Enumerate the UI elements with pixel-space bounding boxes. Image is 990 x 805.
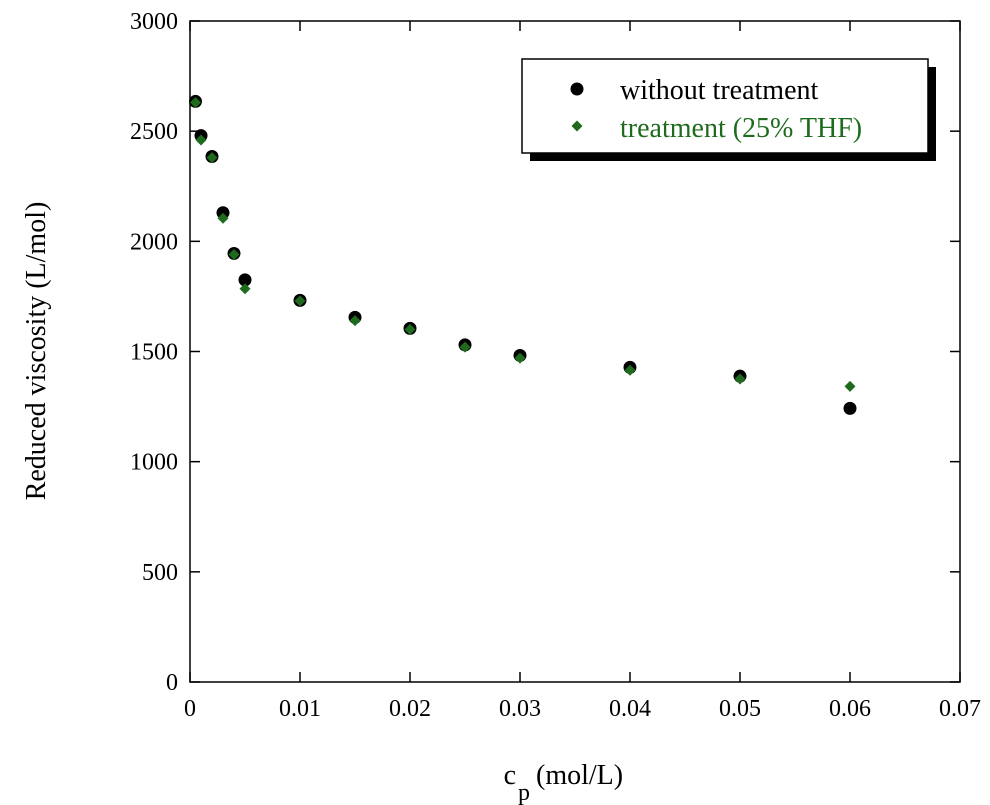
- data-point-treatment: [349, 315, 361, 327]
- data-point-treatment: [195, 134, 207, 146]
- legend-box: [521, 58, 929, 154]
- x-tick-label: 0.07: [939, 696, 981, 722]
- legend-label-without-treatment: without treatment: [620, 75, 819, 106]
- y-tick-label: 1000: [130, 450, 178, 476]
- data-point-treatment: [206, 152, 218, 164]
- y-tick-label: 500: [142, 560, 178, 586]
- legend-marker-diamond: [571, 120, 583, 132]
- legend-marker-circle: [570, 82, 584, 96]
- x-axis-title-main: c: [504, 760, 516, 791]
- data-point-treatment: [239, 283, 251, 295]
- x-tick-label: 0: [184, 696, 196, 722]
- x-axis-title: c p (mol/L): [504, 760, 624, 805]
- x-axis-title-unit: (mol/L): [536, 760, 623, 791]
- data-point-treatment: [190, 97, 201, 109]
- x-tick-label: 0.02: [389, 696, 431, 722]
- y-tick-label: 0: [166, 670, 178, 696]
- y-tick-label: 2000: [130, 229, 178, 255]
- data-point-treatment: [734, 373, 746, 385]
- data-point-without-treatment: [238, 273, 252, 287]
- y-tick-label: 3000: [130, 9, 178, 35]
- data-point-treatment: [844, 380, 856, 392]
- legend: without treatment treatment (25% THF): [521, 58, 936, 161]
- data-point-treatment: [404, 323, 416, 335]
- x-tick-label: 0.06: [829, 696, 871, 722]
- x-tick-label: 0.04: [609, 696, 651, 722]
- legend-markers: [570, 82, 584, 132]
- y-tick-label: 2500: [130, 119, 178, 145]
- x-tick-label: 0.05: [719, 696, 761, 722]
- y-tick-label: 1500: [130, 340, 178, 366]
- data-point-treatment: [624, 364, 636, 376]
- x-axis-title-subscript: p: [518, 780, 530, 805]
- data-point-treatment: [228, 249, 240, 261]
- data-point-treatment: [294, 295, 306, 307]
- data-point-treatment: [217, 212, 229, 224]
- legend-label-treatment: treatment (25% THF): [620, 113, 862, 144]
- data-point-treatment: [514, 352, 526, 364]
- data-point-without-treatment: [216, 206, 230, 220]
- y-axis-title: Reduced viscosity (L/mol): [21, 202, 52, 501]
- axis-ticks: 0 0.01 0.02 0.03 0.04 0.05 0.06 0.07 0 500 1000 150…: [130, 9, 981, 722]
- data-marks: [189, 94, 857, 415]
- x-tick-label: 0.01: [279, 696, 321, 722]
- data-point-treatment: [459, 341, 471, 353]
- data-point-without-treatment: [843, 401, 857, 415]
- x-tick-label: 0.03: [499, 696, 541, 722]
